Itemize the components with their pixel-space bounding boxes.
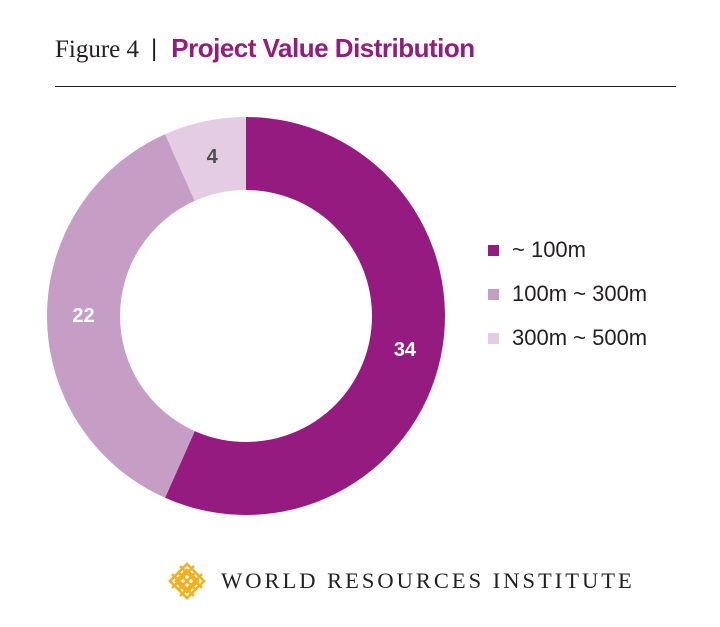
chart-legend: ~ 100m 100m ~ 300m 300m ~ 500m [488, 228, 647, 360]
legend-label: ~ 100m [512, 237, 586, 262]
organization-name: WORLD RESOURCES INSTITUTE [221, 568, 635, 593]
figure-label: Figure 4 [55, 36, 140, 63]
header-divider [55, 86, 676, 87]
legend-item-up-to-100m: ~ 100m [488, 228, 647, 272]
legend-label: 100m ~ 300m [512, 281, 648, 306]
footer: WORLD RESOURCES INSTITUTE [167, 561, 635, 601]
donut-slice-3 [165, 117, 246, 201]
data-label-2: 22 [72, 305, 94, 327]
legend-swatch [488, 332, 499, 344]
legend-item-300m-500m: 300m ~ 500m [488, 316, 647, 360]
wri-knot-logo-icon [168, 562, 206, 600]
donut-data-labels: 34 22 4 [72, 146, 417, 361]
legend-swatch [488, 244, 499, 256]
donut-slice-1 [165, 117, 446, 515]
legend-label: 300m ~ 500m [512, 325, 648, 350]
figure-header: Figure 4 | Project Value Distribution [55, 33, 475, 73]
header-separator: | [151, 35, 158, 62]
data-label-1: 34 [394, 339, 417, 361]
chart-title: Project Value Distribution [171, 33, 475, 63]
data-label-3: 4 [207, 146, 219, 168]
donut-slice-2 [47, 134, 195, 498]
legend-item-100m-300m: 100m ~ 300m [488, 272, 647, 316]
donut-slices [47, 117, 446, 515]
legend-swatch [488, 288, 499, 300]
